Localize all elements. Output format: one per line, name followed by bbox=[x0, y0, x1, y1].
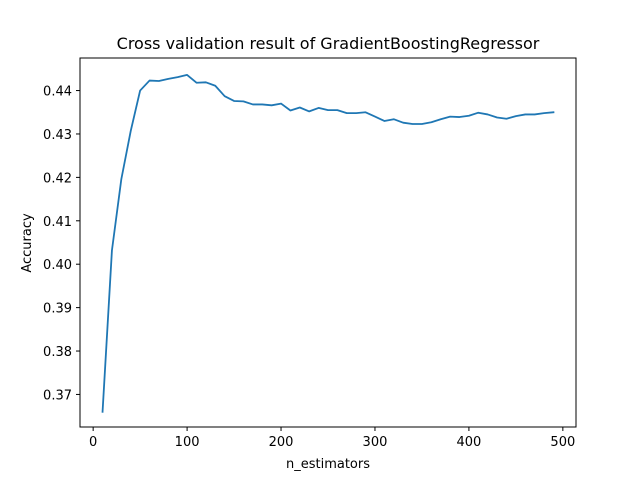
y-tick-label: 0.43 bbox=[43, 128, 72, 143]
y-tick-label: 0.40 bbox=[43, 258, 72, 273]
y-axis-label: Accuracy bbox=[20, 213, 35, 273]
x-tick-label: 300 bbox=[363, 435, 388, 450]
plot-area bbox=[101, 74, 555, 413]
chart-title: Cross validation result of GradientBoost… bbox=[117, 34, 540, 53]
axes-frame bbox=[79, 57, 577, 428]
x-tick-label: 500 bbox=[550, 435, 575, 450]
x-tick-label: 0 bbox=[89, 435, 97, 450]
y-tick-label: 0.39 bbox=[43, 302, 72, 317]
y-tick-label: 0.41 bbox=[43, 215, 72, 230]
x-axis-ticks: 0 100 200 300 400 500 bbox=[89, 427, 575, 450]
y-tick-label: 0.44 bbox=[43, 85, 72, 100]
y-tick-label: 0.42 bbox=[43, 171, 72, 186]
y-axis-ticks: 0.37 0.38 0.39 0.40 0.41 0.42 0.43 0.44 bbox=[43, 85, 80, 403]
x-tick-label: 400 bbox=[456, 435, 481, 450]
x-tick-label: 200 bbox=[269, 435, 294, 450]
y-tick-label: 0.38 bbox=[43, 345, 72, 360]
x-axis-label: n_estimators bbox=[286, 457, 370, 472]
y-tick-label: 0.37 bbox=[43, 388, 72, 403]
series-line bbox=[101, 74, 555, 413]
x-tick-label: 100 bbox=[175, 435, 200, 450]
